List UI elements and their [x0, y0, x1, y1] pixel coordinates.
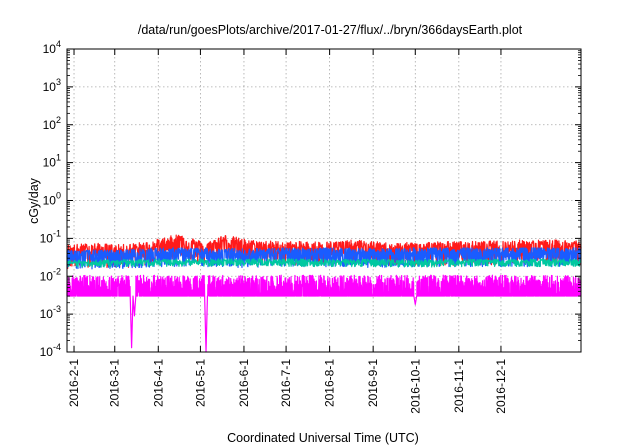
y-tick-label: 10-2	[40, 266, 61, 283]
x-tick-label: 2016-6-1	[237, 359, 251, 407]
y-tick-label: 102	[43, 115, 61, 132]
x-axis-label: Coordinated Universal Time (UTC)	[227, 431, 419, 445]
grid-lines	[67, 49, 581, 352]
y-tick-label: 101	[43, 153, 61, 170]
y-tick-label: 103	[43, 77, 61, 94]
x-tick-label: 2016-9-1	[366, 359, 380, 407]
series-line-2	[66, 247, 582, 270]
y-axis-label: cGy/day	[27, 177, 41, 224]
x-tick-label: 2016-5-1	[193, 359, 207, 407]
series-line-3	[66, 258, 582, 268]
y-tick-label: 10-3	[40, 304, 61, 321]
series-line-4	[66, 274, 582, 353]
y-tick-label: 10-4	[40, 342, 61, 359]
x-tick-label: 2016-8-1	[323, 359, 337, 407]
x-axis: 2016-2-1 2016-3-1 2016-4-1 2016-5-1 2016-6-1…	[67, 49, 508, 414]
x-tick-label: 2016-12-1	[494, 359, 508, 414]
plot-area	[66, 234, 582, 353]
y-tick-label: 10-1	[40, 228, 61, 245]
x-tick-label: 2016-3-1	[108, 359, 122, 407]
y-tick-label: 100	[43, 191, 61, 208]
chart-title: /data/run/goesPlots/archive/2017-01-27/f…	[138, 23, 523, 37]
x-tick-label: 2016-11-1	[452, 359, 466, 413]
x-tick-label: 2016-7-1	[279, 359, 293, 407]
x-tick-label: 2016-4-1	[151, 359, 165, 407]
y-tick-label: 104	[43, 39, 61, 56]
x-tick-label: 2016-2-1	[67, 359, 81, 407]
x-tick-label: 2016-10-1	[408, 359, 422, 414]
